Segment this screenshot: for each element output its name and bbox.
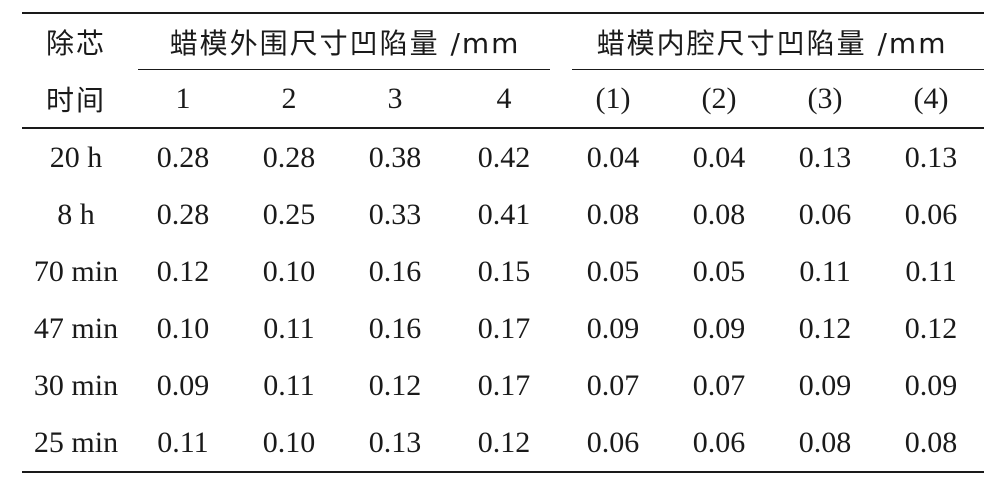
value-cell: 0.08 xyxy=(878,414,985,473)
header-time-label: 时间 xyxy=(22,70,130,129)
value-cell: 0.05 xyxy=(586,254,640,288)
value-cell: 0.06 xyxy=(560,414,667,473)
value-cell: 0.11 xyxy=(799,254,851,288)
header-col-p2: (2) xyxy=(666,70,773,129)
header-inner-cavity-group: 蜡模内腔尺寸凹陷量 /mm xyxy=(560,12,985,70)
value-cell: 0.12 xyxy=(798,311,852,345)
header-col-2: 2 xyxy=(236,70,342,129)
header-row-2: 时间 1 2 3 4 (1) (2) (3) (4) xyxy=(22,70,985,129)
header-inner-cavity-label: 蜡模内腔尺寸凹陷量 /mm xyxy=(596,27,948,60)
header-row-1: 除芯 蜡模外围尺寸凹陷量 /mm 蜡模内腔尺寸凹陷量 /mm xyxy=(22,12,985,70)
value-cell: 0.05 xyxy=(692,254,746,288)
header-col-p1: (1) xyxy=(560,70,667,129)
value-cell: 0.16 xyxy=(368,254,422,288)
value-cell: 0.25 xyxy=(262,197,316,231)
value-cell: 0.42 xyxy=(477,140,531,174)
group-divider-outer xyxy=(138,69,551,70)
table-row: 20 h 0.28 0.28 0.38 0.42 0.04 0.04 0.13 … xyxy=(22,128,984,186)
header-col-3: 3 xyxy=(342,70,448,129)
header-outer-dimension-label: 蜡模外围尺寸凹陷量 /mm xyxy=(169,27,521,60)
value-cell: 0.12 xyxy=(156,254,210,288)
value-cell: 0.12 xyxy=(368,368,422,402)
value-cell: 0.08 xyxy=(586,197,640,231)
value-cell: 0.04 xyxy=(586,140,640,174)
time-cell: 47 min xyxy=(33,311,119,345)
value-cell: 0.28 xyxy=(156,140,210,174)
cropped-caption-fragment xyxy=(22,0,984,6)
value-cell: 0.13 xyxy=(798,140,852,174)
table-row: 47 min 0.10 0.11 0.16 0.17 0.09 0.09 0.1… xyxy=(22,300,984,357)
value-cell: 0.11 xyxy=(263,311,315,345)
value-cell: 0.16 xyxy=(368,311,422,345)
table-header: 除芯 蜡模外围尺寸凹陷量 /mm 蜡模内腔尺寸凹陷量 /mm 时间 1 2 3 … xyxy=(22,12,985,129)
value-cell: 0.11 xyxy=(263,368,315,402)
time-cell: 25 min xyxy=(22,414,130,473)
value-cell: 0.17 xyxy=(477,368,531,402)
value-cell: 0.41 xyxy=(477,197,531,231)
value-cell: 0.13 xyxy=(342,414,448,473)
table-row: 70 min 0.12 0.10 0.16 0.15 0.05 0.05 0.1… xyxy=(22,243,984,300)
header-col-p3: (3) xyxy=(772,70,879,129)
table-row: 30 min 0.09 0.11 0.12 0.17 0.07 0.07 0.0… xyxy=(22,357,984,414)
value-cell: 0.38 xyxy=(368,140,422,174)
value-cell: 0.10 xyxy=(156,311,210,345)
value-cell: 0.10 xyxy=(262,254,316,288)
value-cell: 0.33 xyxy=(368,197,422,231)
value-cell: 0.11 xyxy=(130,414,236,473)
value-cell: 0.09 xyxy=(904,368,958,402)
header-col-p4: (4) xyxy=(878,70,985,129)
value-cell: 0.10 xyxy=(236,414,342,473)
data-table: 除芯 蜡模外围尺寸凹陷量 /mm 蜡模内腔尺寸凹陷量 /mm 时间 1 2 3 … xyxy=(22,12,985,473)
value-cell: 0.06 xyxy=(904,197,958,231)
value-cell: 0.06 xyxy=(666,414,773,473)
time-cell: 20 h xyxy=(49,140,103,174)
group-divider-inner xyxy=(572,69,985,70)
time-cell: 8 h xyxy=(57,197,95,231)
table-body: 20 h 0.28 0.28 0.38 0.42 0.04 0.04 0.13 … xyxy=(22,128,985,473)
value-cell: 0.08 xyxy=(772,414,879,473)
value-cell: 0.28 xyxy=(262,140,316,174)
table-row: 8 h 0.28 0.25 0.33 0.41 0.08 0.08 0.06 0… xyxy=(22,186,984,243)
header-col-4: 4 xyxy=(448,70,561,129)
value-cell: 0.07 xyxy=(586,368,640,402)
table-row: 25 min 0.11 0.10 0.13 0.12 0.06 0.06 0.0… xyxy=(22,414,985,473)
value-cell: 0.08 xyxy=(692,197,746,231)
time-cell: 70 min xyxy=(33,254,119,288)
time-cell: 30 min xyxy=(33,368,119,402)
value-cell: 0.09 xyxy=(156,368,210,402)
value-cell: 0.06 xyxy=(798,197,852,231)
value-cell: 0.04 xyxy=(692,140,746,174)
value-cell: 0.17 xyxy=(477,311,531,345)
value-cell: 0.07 xyxy=(692,368,746,402)
value-cell: 0.11 xyxy=(905,254,957,288)
value-cell: 0.28 xyxy=(156,197,210,231)
value-cell: 0.09 xyxy=(798,368,852,402)
header-removal-label: 除芯 xyxy=(22,12,130,70)
value-cell: 0.15 xyxy=(477,254,531,288)
header-outer-dimension-group: 蜡模外围尺寸凹陷量 /mm xyxy=(130,12,561,70)
header-col-1: 1 xyxy=(130,70,236,129)
value-cell: 0.12 xyxy=(904,311,958,345)
value-cell: 0.09 xyxy=(692,311,746,345)
value-cell: 0.09 xyxy=(586,311,640,345)
value-cell: 0.12 xyxy=(448,414,561,473)
value-cell: 0.13 xyxy=(904,140,958,174)
